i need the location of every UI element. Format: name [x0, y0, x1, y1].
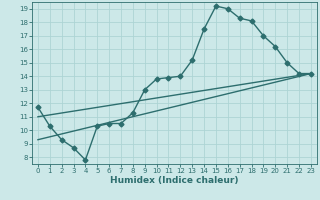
X-axis label: Humidex (Indice chaleur): Humidex (Indice chaleur) [110, 176, 239, 185]
